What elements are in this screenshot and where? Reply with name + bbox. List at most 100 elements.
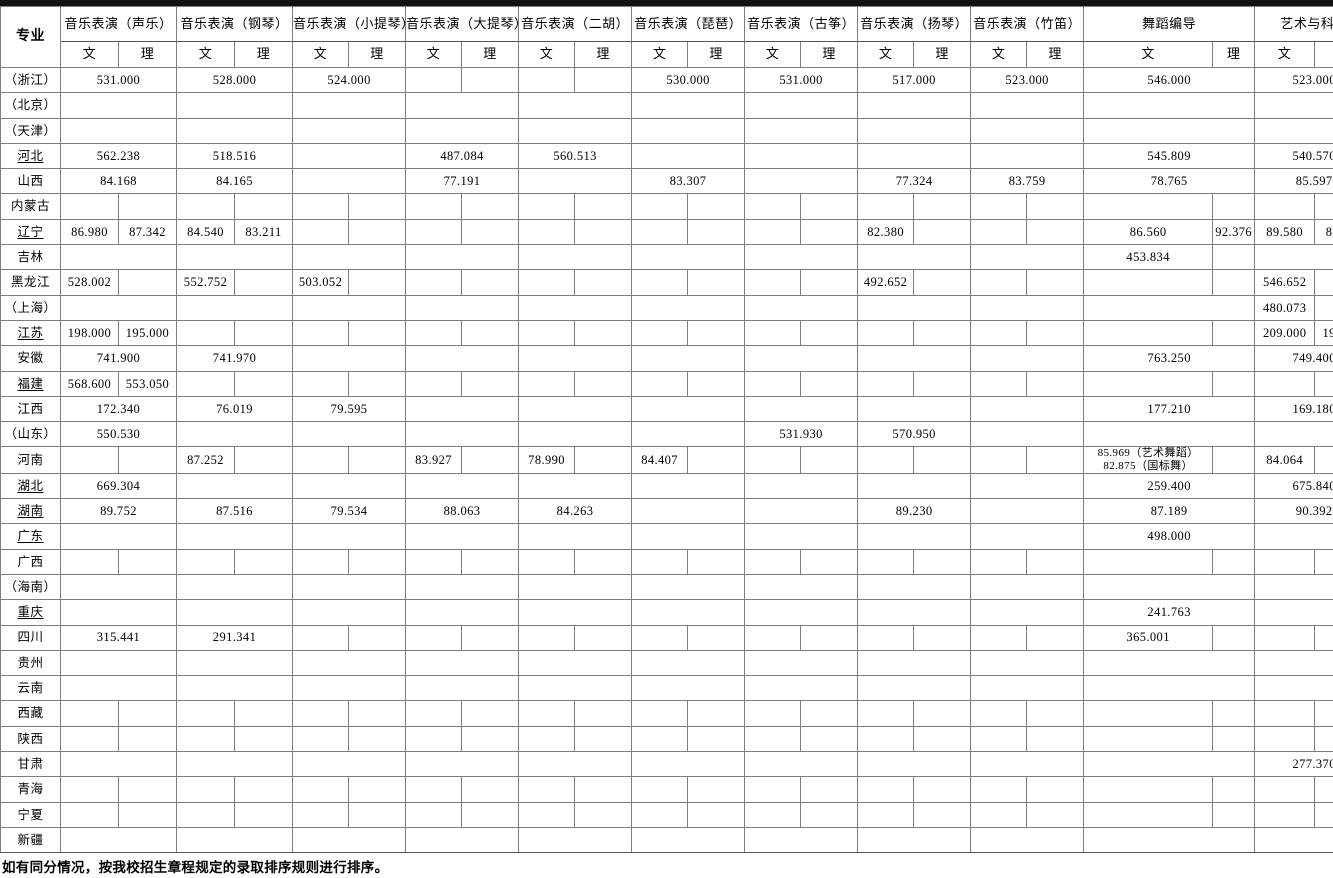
score-cell [1255, 625, 1315, 650]
score-cell: 79.534 [293, 499, 406, 524]
score-cell [519, 93, 632, 118]
score-cell [293, 726, 349, 751]
score-cell [177, 371, 235, 396]
score-cell [745, 93, 858, 118]
score-cell [858, 777, 914, 802]
score-cell [462, 802, 519, 827]
score-cell [745, 447, 801, 473]
province-cell: （山东） [1, 422, 61, 447]
score-cell [632, 118, 745, 143]
score-cell [1084, 650, 1255, 675]
score-cell [61, 676, 177, 701]
score-cell [971, 396, 1084, 421]
province-cell: 内蒙古 [1, 194, 61, 219]
footnote: 如有同分情况，按我校招生章程规定的录取排序规则进行排序。 [0, 852, 1333, 878]
score-cell [406, 625, 462, 650]
score-cell [632, 524, 745, 549]
score-cell [293, 701, 349, 726]
score-cell: 498.000 [1084, 524, 1255, 549]
score-cell [119, 447, 177, 473]
province-cell: （天津） [1, 118, 61, 143]
score-cell [1255, 701, 1315, 726]
score-cell [575, 777, 632, 802]
score-cell [858, 676, 971, 701]
score-cell [745, 169, 858, 194]
score-cell [519, 802, 575, 827]
score-cell [688, 726, 745, 751]
score-cell [61, 194, 119, 219]
score-cell [406, 194, 462, 219]
score-cell [745, 143, 858, 168]
score-cell: 480.073 [1255, 295, 1315, 320]
score-cell [119, 701, 177, 726]
province-cell: 福建 [1, 371, 61, 396]
province-cell: 陕西 [1, 726, 61, 751]
score-cell [801, 777, 858, 802]
subheader-erhu-li: 理 [575, 42, 632, 68]
score-cell [688, 701, 745, 726]
score-cell [688, 371, 745, 396]
score-cell [1213, 447, 1255, 473]
score-cell [349, 726, 406, 751]
score-cell [462, 68, 519, 93]
score-cell [858, 118, 971, 143]
score-cell: 503.052 [293, 270, 349, 295]
score-cell [971, 295, 1084, 320]
subheader-cello-wen: 文 [406, 42, 462, 68]
score-cell [575, 802, 632, 827]
score-cell [914, 726, 971, 751]
score-cell [858, 295, 971, 320]
score-cell [519, 777, 575, 802]
score-cell [858, 574, 971, 599]
score-cell [632, 549, 688, 574]
score-cell [745, 270, 801, 295]
score-cell [349, 549, 406, 574]
score-cell [745, 777, 801, 802]
score-cell [575, 447, 632, 473]
score-cell [519, 701, 575, 726]
score-cell [293, 549, 349, 574]
score-cell: 85.597 [1255, 169, 1333, 194]
table-row: 宁夏 [1, 802, 1333, 827]
score-cell [177, 676, 293, 701]
score-cell [801, 726, 858, 751]
score-cell: 77.191 [406, 169, 519, 194]
score-cell [293, 219, 349, 244]
score-cell [745, 549, 801, 574]
group-header-yangqin: 音乐表演（扬琴） [858, 7, 971, 42]
score-cell [177, 473, 293, 498]
score-cell: 259.400 [1084, 473, 1255, 498]
score-cell [632, 219, 688, 244]
score-cell [801, 625, 858, 650]
score-cell [632, 245, 745, 270]
score-cell [61, 827, 177, 852]
score-cell: 531.000 [745, 68, 858, 93]
score-cell [177, 549, 235, 574]
score-cell [575, 371, 632, 396]
score-cell: 209.000 [1255, 320, 1315, 345]
score-cell [632, 270, 688, 295]
score-cell [1084, 320, 1213, 345]
score-cell [914, 802, 971, 827]
score-cell [61, 600, 177, 625]
score-cell [632, 574, 745, 599]
score-cell [858, 802, 914, 827]
score-cell [177, 524, 293, 549]
score-cell [971, 676, 1084, 701]
group-header-arttech: 艺术与科技 [1255, 7, 1333, 42]
score-cell [858, 549, 914, 574]
score-cell: 78.990 [519, 447, 575, 473]
score-cell [858, 371, 914, 396]
score-cell: 540.570 [1255, 143, 1333, 168]
score-cell [1255, 118, 1333, 143]
score-cell [971, 194, 1027, 219]
table-row: （北京） [1, 93, 1333, 118]
score-cell [349, 777, 406, 802]
score-cell [575, 194, 632, 219]
score-cell: 90.392 [1255, 499, 1333, 524]
score-cell [1255, 549, 1315, 574]
score-cell: 198.000 [61, 320, 119, 345]
